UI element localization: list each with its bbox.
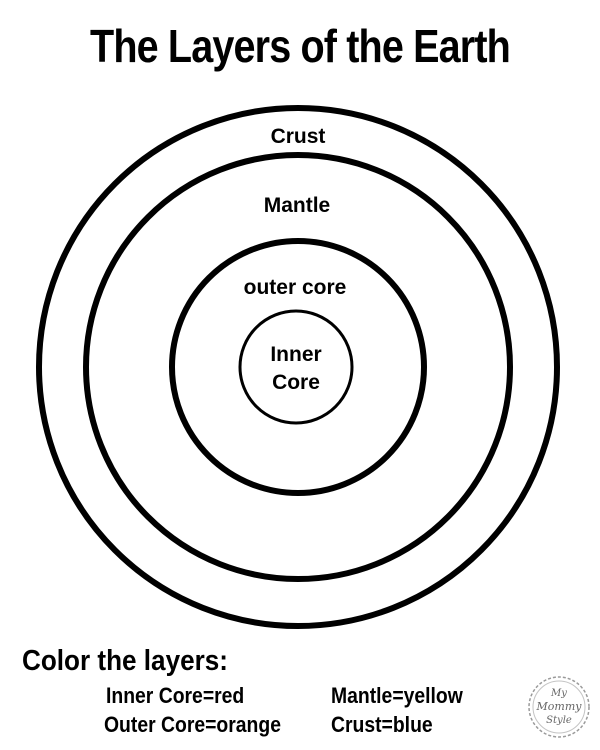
- legend-outer-core: Outer Core=orange: [104, 712, 281, 737]
- outer-core-label: outer core: [244, 276, 347, 299]
- logo-inner-ring: [532, 680, 586, 734]
- inner-core-label-line2: Core: [272, 371, 320, 394]
- outer-core-circle: [169, 238, 427, 496]
- mantle-circle: [83, 152, 513, 582]
- brand-logo: My Mommy Style: [528, 676, 590, 738]
- logo-text-line1: My: [550, 688, 567, 699]
- instructions-heading: Color the layers:: [22, 645, 228, 677]
- crust-label: Crust: [271, 125, 326, 148]
- crust-outer-circle: [36, 105, 560, 629]
- logo-text-line2: Mommy: [536, 700, 583, 713]
- logo-ring: [528, 676, 590, 738]
- legend-crust: Crust=blue: [331, 712, 433, 737]
- page-title: The Layers of the Earth: [90, 20, 511, 72]
- mantle-label: Mantle: [264, 194, 331, 217]
- inner-core-circle: [238, 309, 354, 425]
- legend-inner-core: Inner Core=red: [106, 683, 245, 708]
- inner-core-label-line1: Inner: [270, 343, 321, 366]
- legend-mantle: Mantle=yellow: [331, 683, 463, 708]
- logo-text-line3: Style: [546, 715, 572, 726]
